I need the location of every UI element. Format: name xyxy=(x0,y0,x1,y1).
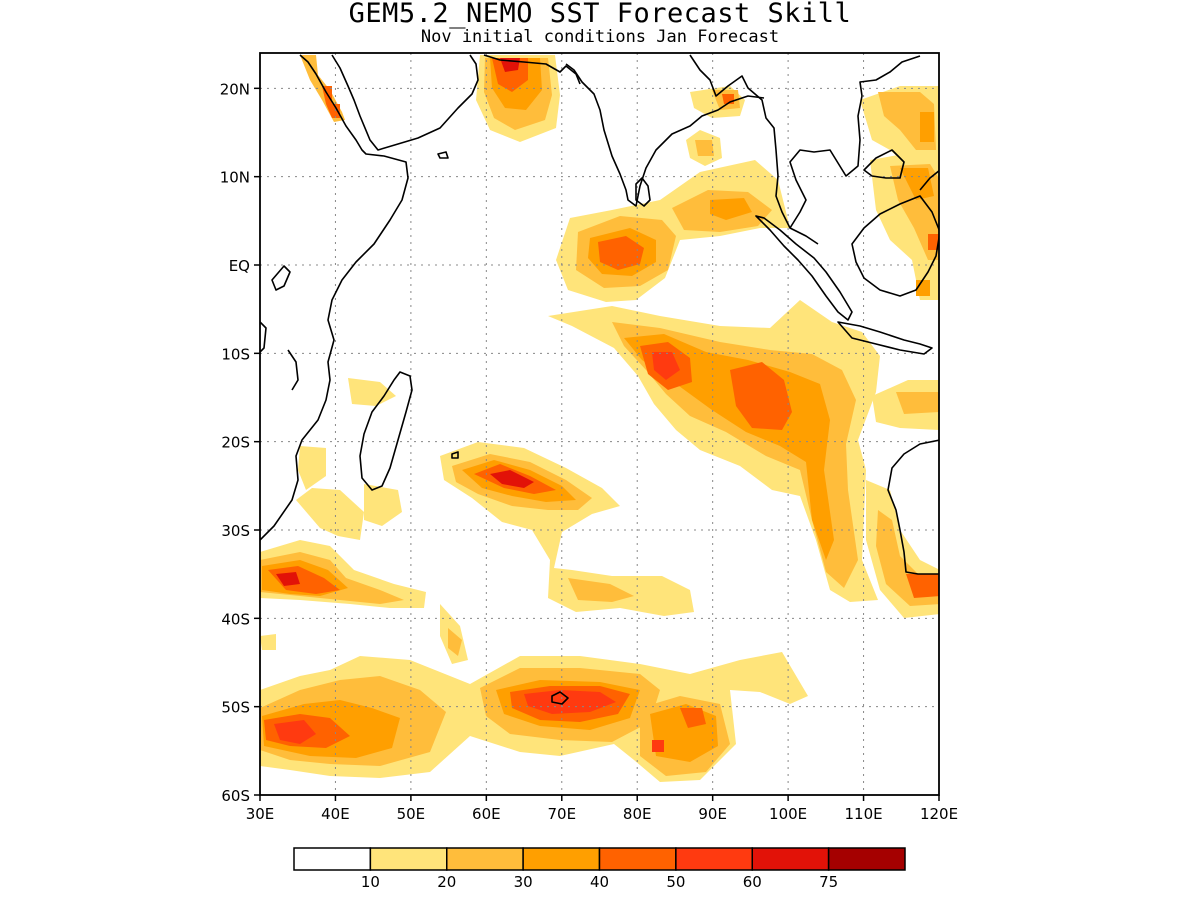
lon-tick-label: 120E xyxy=(920,805,958,823)
coastline-mozambique-lake xyxy=(287,349,299,391)
coastline-zanzibar xyxy=(271,265,291,291)
map-title: GEM5.2_NEMO SST Forecast Skill xyxy=(348,0,852,29)
coastline-indochina xyxy=(789,55,921,229)
skill-region-south-central xyxy=(440,442,694,664)
coastline-new-guinea xyxy=(863,149,905,179)
lat-tick-label: 20N xyxy=(220,80,250,98)
lon-tick-label: 70E xyxy=(547,805,576,823)
coastline-philippines xyxy=(919,169,939,191)
lon-tick-label: 50E xyxy=(397,805,426,823)
lon-tick-label: 30E xyxy=(246,805,275,823)
lon-tick-label: 40E xyxy=(321,805,350,823)
lat-tick-label: 10N xyxy=(220,169,250,187)
lat-tick-label: 50S xyxy=(221,699,250,717)
skill-region-arabian-sea xyxy=(476,55,560,142)
lat-tick-label: 30S xyxy=(221,522,250,540)
colorbar-level-label: 60 xyxy=(743,873,762,891)
colorbar-level-label: 10 xyxy=(361,873,380,891)
coastline-island-20s xyxy=(451,451,459,459)
colorbar-level-label: 50 xyxy=(666,873,685,891)
coastline-iran xyxy=(483,54,581,85)
coastline-india xyxy=(565,63,765,207)
skill-shading xyxy=(260,55,939,782)
coastline-kerguelen xyxy=(551,691,569,705)
map-axes: 30E 40E 50E 60E 70E 80E 90E 100E 110E 120E 20N 10N E… xyxy=(220,80,958,823)
colorbar-swatch xyxy=(675,847,753,871)
coastline-africa xyxy=(260,54,409,541)
lat-tick-label: 20S xyxy=(221,434,250,452)
colorbar-level-label: 30 xyxy=(514,873,533,891)
colorbar: 10 20 30 40 50 60 75 xyxy=(293,847,906,891)
coastline-arabia xyxy=(331,54,479,151)
skill-region-southeast-tropical xyxy=(548,300,880,602)
colorbar-swatch xyxy=(751,847,830,871)
coastline-sri-lanka xyxy=(635,177,651,207)
colorbar-swatch xyxy=(369,847,448,871)
skill-region-southern-ocean xyxy=(260,652,808,782)
coastline-socotra xyxy=(437,151,449,159)
lon-tick-label: 110E xyxy=(845,805,883,823)
map-gridlines xyxy=(260,53,939,795)
coastlines xyxy=(260,54,939,705)
coastline-madagascar xyxy=(359,371,413,491)
lat-tick-label: 10S xyxy=(221,345,250,363)
skill-region-southwest xyxy=(260,378,426,650)
lon-tick-label: 80E xyxy=(623,805,652,823)
lon-tick-label: 90E xyxy=(698,805,727,823)
lon-tick-label: 60E xyxy=(472,805,501,823)
colorbar-swatch xyxy=(446,847,524,871)
coastline-sumatra xyxy=(755,215,853,321)
lon-tick-label: 100E xyxy=(769,805,807,823)
map-frame xyxy=(259,52,940,796)
lat-tick-label: EQ xyxy=(229,257,250,275)
colorbar-swatch xyxy=(827,847,906,871)
coastline-australia xyxy=(887,439,939,575)
skill-region-equatorial xyxy=(556,160,790,302)
lat-tick-label: 60S xyxy=(221,787,250,805)
colorbar-swatch xyxy=(522,847,601,871)
coastline-island-east xyxy=(260,321,267,353)
colorbar-level-label: 40 xyxy=(590,873,609,891)
coastline-java xyxy=(837,321,933,355)
skill-region-bay-of-bengal xyxy=(686,86,745,166)
colorbar-level-label: 75 xyxy=(819,873,838,891)
colorbar-swatch xyxy=(598,847,677,871)
map-subtitle: Nov initial conditions Jan Forecast xyxy=(420,27,780,47)
colorbar-level-label: 20 xyxy=(437,873,456,891)
coastline-myanmar xyxy=(689,54,819,245)
coastline-borneo xyxy=(851,195,939,297)
colorbar-swatch xyxy=(293,847,372,871)
lat-tick-label: 40S xyxy=(221,610,250,628)
